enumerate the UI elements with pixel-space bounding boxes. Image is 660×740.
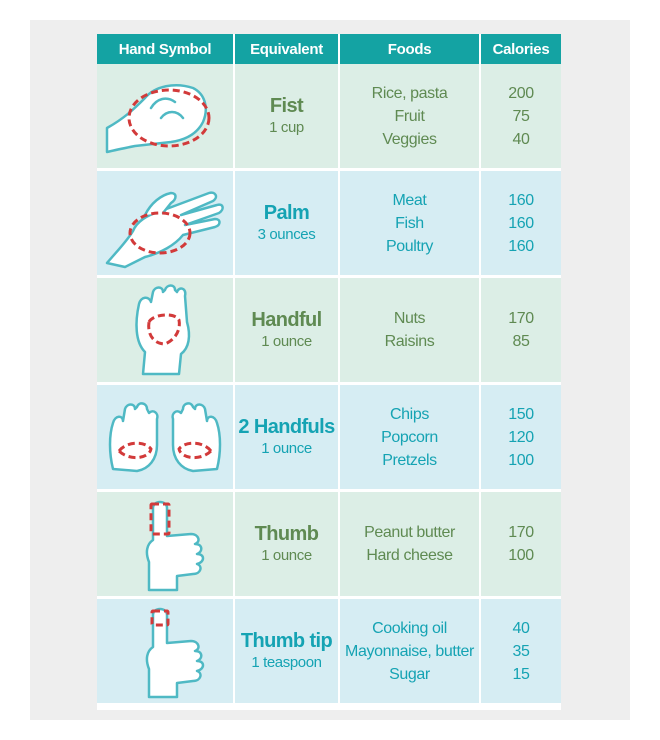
two-handfuls-icon [97, 385, 235, 492]
equivalent-amount: 1 ounce [261, 333, 312, 350]
calories-cell: 200 75 40 [481, 64, 561, 171]
food-item: Popcorn [381, 428, 438, 446]
calorie-value: 85 [512, 333, 530, 350]
header-calories: Calories [481, 34, 561, 64]
foods-cell: Nuts Raisins [340, 278, 481, 385]
equivalent-amount: 1 ounce [261, 440, 312, 457]
equivalent-name: 2 Handfuls [238, 416, 335, 438]
calorie-value: 170 [508, 524, 534, 541]
table-row: Thumb 1 ounce Peanut butter Hard cheese … [97, 492, 561, 599]
equivalent-amount: 1 teaspoon [251, 654, 322, 671]
equivalent-cell: Palm 3 ounces [235, 171, 340, 278]
calorie-value: 100 [508, 547, 534, 564]
food-item: Peanut butter [364, 524, 455, 541]
header-row: Hand Symbol Equivalent Foods Calories [97, 34, 561, 64]
calories-cell: 160 160 160 [481, 171, 561, 278]
calorie-value: 15 [512, 665, 530, 683]
food-item: Rice, pasta [371, 84, 448, 102]
food-item: Nuts [393, 310, 426, 327]
calories-cell: 170 100 [481, 492, 561, 599]
handful-icon [97, 278, 235, 385]
header-equivalent: Equivalent [235, 34, 340, 64]
table-row: Palm 3 ounces Meat Fish Poultry 160 160 … [97, 171, 561, 278]
table-row: Handful 1 ounce Nuts Raisins 170 85 [97, 278, 561, 385]
table-row: 2 Handfuls 1 ounce Chips Popcorn Pretzel… [97, 385, 561, 492]
foods-cell: Peanut butter Hard cheese [340, 492, 481, 599]
food-item: Raisins [384, 333, 435, 350]
calorie-value: 35 [512, 642, 530, 660]
equivalent-name: Thumb tip [240, 630, 333, 652]
calorie-value: 160 [508, 237, 534, 255]
portion-guide-card: Hand Symbol Equivalent Foods Calories Fi… [97, 34, 561, 710]
thumb-icon [97, 492, 235, 599]
equivalent-name: Handful [251, 309, 322, 331]
fist-icon [97, 64, 235, 171]
equivalent-cell: 2 Handfuls 1 ounce [235, 385, 340, 492]
calories-cell: 170 85 [481, 278, 561, 385]
calorie-value: 40 [512, 130, 530, 148]
calories-cell: 150 120 100 [481, 385, 561, 492]
thumb-tip-icon [97, 599, 235, 706]
equivalent-amount: 3 ounces [257, 226, 316, 243]
equivalent-name: Thumb [254, 523, 319, 545]
calorie-value: 40 [512, 619, 530, 637]
palm-icon [97, 171, 235, 278]
equivalent-name: Fist [269, 95, 304, 117]
table-row: Fist 1 cup Rice, pasta Fruit Veggies 200… [97, 64, 561, 171]
food-item: Fruit [394, 107, 425, 125]
food-item: Poultry [386, 237, 433, 255]
header-foods: Foods [340, 34, 481, 64]
portion-guide-table: Hand Symbol Equivalent Foods Calories Fi… [97, 34, 561, 706]
calorie-value: 150 [508, 405, 534, 423]
equivalent-amount: 1 ounce [261, 547, 312, 564]
food-item: Pretzels [382, 451, 437, 469]
food-item: Cooking oil [372, 619, 447, 637]
food-item: Sugar [389, 665, 430, 683]
calorie-value: 160 [508, 191, 534, 209]
calorie-value: 170 [508, 310, 534, 327]
calorie-value: 200 [508, 84, 534, 102]
equivalent-amount: 1 cup [269, 119, 304, 136]
equivalent-cell: Thumb 1 ounce [235, 492, 340, 599]
food-item: Meat [392, 191, 427, 209]
foods-cell: Rice, pasta Fruit Veggies [340, 64, 481, 171]
food-item: Hard cheese [366, 547, 453, 564]
equivalent-name: Palm [263, 202, 310, 224]
food-item: Fish [395, 214, 424, 232]
calorie-value: 160 [508, 214, 534, 232]
foods-cell: Meat Fish Poultry [340, 171, 481, 278]
equivalent-cell: Fist 1 cup [235, 64, 340, 171]
calorie-value: 100 [508, 451, 534, 469]
food-item: Chips [390, 405, 429, 423]
equivalent-cell: Handful 1 ounce [235, 278, 340, 385]
food-item: Veggies [382, 130, 437, 148]
food-item: Mayonnaise, butter [345, 642, 474, 660]
table-row: Thumb tip 1 teaspoon Cooking oil Mayonna… [97, 599, 561, 706]
calorie-value: 75 [512, 107, 530, 125]
foods-cell: Chips Popcorn Pretzels [340, 385, 481, 492]
header-hand-symbol: Hand Symbol [97, 34, 235, 64]
calories-cell: 40 35 15 [481, 599, 561, 706]
calorie-value: 120 [508, 428, 534, 446]
equivalent-cell: Thumb tip 1 teaspoon [235, 599, 340, 706]
foods-cell: Cooking oil Mayonnaise, butter Sugar [340, 599, 481, 706]
